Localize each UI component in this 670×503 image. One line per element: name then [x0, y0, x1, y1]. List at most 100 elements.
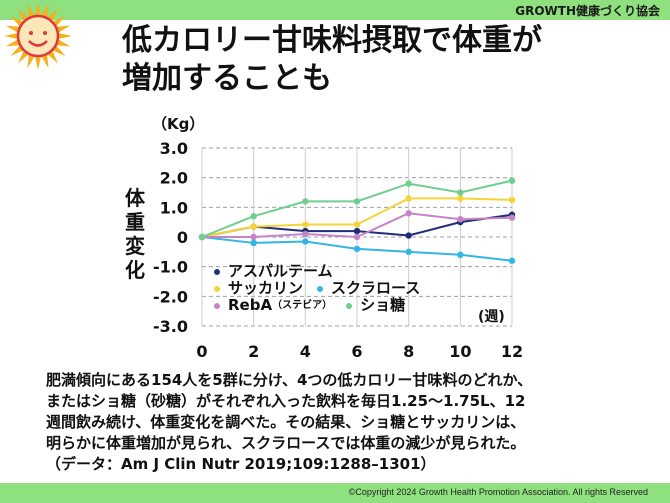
description: 肥満傾向にある154人を5群に分け、4つの低カロリー甘味料のどれか、 またはショ… — [46, 370, 656, 475]
y-axis-char: 化 — [125, 258, 145, 282]
legend-marker — [214, 285, 220, 292]
description-line: 明らかに体重増加が見られ、スクラロースでは体重の減少が見られた。 — [46, 434, 526, 452]
data-point — [250, 213, 257, 220]
data-point — [198, 233, 206, 241]
sun-ray — [41, 54, 49, 69]
data-point — [457, 216, 464, 223]
sun-ray — [47, 51, 58, 64]
copyright: ©Copyright 2024 Growth Health Promotion … — [348, 487, 648, 497]
x-tick-label: 2 — [248, 342, 259, 361]
page-title: 低カロリー甘味料摂取で体重が 増加することも — [122, 22, 642, 98]
legend-item-saccharin: サッカリン — [214, 280, 303, 297]
y-tick-label: -1.0 — [153, 258, 188, 277]
data-point — [508, 214, 516, 221]
legend-marker — [214, 268, 220, 275]
chart-legend: アスパルテーム サッカリン スクラロース RebA （ステビア） ショ糖 — [214, 263, 504, 314]
legend-row: サッカリン スクラロース — [214, 280, 504, 297]
x-tick-label: 4 — [300, 342, 311, 361]
data-point — [405, 180, 412, 187]
data-point — [405, 232, 412, 239]
data-point — [302, 238, 309, 245]
data-point — [405, 195, 412, 202]
data-point — [508, 177, 516, 184]
data-point — [250, 239, 257, 247]
sun-ray — [4, 33, 18, 39]
org-name: GROWTH健康づくり協会 — [515, 4, 660, 18]
footer-bar: ©Copyright 2024 Growth Health Promotion … — [0, 483, 670, 503]
legend-row: アスパルテーム — [214, 263, 504, 280]
header-bar: GROWTH健康づくり協会 — [0, 0, 670, 20]
legend-label: サッカリン — [228, 279, 304, 297]
data-point — [250, 233, 257, 241]
sun-ray — [10, 16, 23, 27]
sun-ray — [35, 56, 41, 70]
data-point — [302, 198, 309, 205]
sun-ray — [35, 2, 41, 16]
legend-marker — [346, 302, 353, 309]
weight-change-chart: 3.0 2.0 1.0 0 -1.0 -2.0 -3.0 0 2 4 6 8 10 12 — [153, 139, 523, 361]
sun-ray — [53, 45, 66, 56]
data-point — [508, 257, 516, 264]
y-unit-label: （Kg） — [152, 115, 205, 133]
y-axis-char: 体 — [125, 186, 145, 210]
legend-item-aspartame: アスパルテーム — [214, 263, 333, 280]
legend-item-reba: RebA （ステビア） — [214, 297, 332, 314]
legend-row: RebA （ステビア） ショ糖 — [214, 297, 504, 314]
data-point — [353, 198, 361, 205]
sun-ray — [56, 25, 71, 33]
sun-ray — [47, 8, 58, 21]
sun-ray — [27, 54, 35, 69]
sun-ray — [58, 33, 72, 39]
sun-ray — [41, 3, 49, 18]
legend-label: RebA — [228, 296, 273, 314]
data-point — [353, 227, 361, 235]
data-point — [302, 230, 309, 238]
legend-marker — [317, 285, 324, 292]
data-point — [353, 221, 361, 228]
data-point — [457, 189, 464, 196]
x-tick-label: 8 — [403, 342, 414, 361]
legend-marker — [214, 302, 220, 309]
sun-ray — [5, 25, 20, 33]
sun-ray — [18, 8, 29, 21]
description-line: 肥満傾向にある154人を5群に分け、4つの低カロリー甘味料のどれか、 — [46, 371, 533, 389]
y-axis-char: 変 — [125, 234, 145, 258]
data-point — [302, 221, 309, 228]
sun-face-icon — [4, 2, 72, 70]
y-tick-label: -2.0 — [153, 287, 188, 306]
description-line: またはショ糖（砂糖）がそれぞれ入った飲料を毎日1.25～1.75L、12 — [46, 392, 526, 410]
data-point — [457, 251, 464, 258]
data-point — [457, 195, 464, 202]
title-line-1: 低カロリー甘味料摂取で体重が — [122, 23, 542, 58]
x-tick-label: 6 — [351, 342, 362, 361]
x-tick-label: 12 — [501, 342, 523, 361]
sun-ray — [53, 16, 66, 27]
x-tick-label: 10 — [449, 342, 471, 361]
y-tick-label: 3.0 — [160, 139, 188, 158]
legend-item-sucrose: ショ糖 — [346, 297, 405, 314]
data-point — [353, 233, 361, 241]
sun-ray — [56, 39, 71, 47]
legend-item-sucralose: スクラロース — [317, 280, 420, 297]
legend-label: スクラロース — [331, 279, 421, 297]
title-line-2: 増加することも — [122, 61, 332, 96]
y-tick-label: 0 — [177, 228, 188, 247]
y-axis-char: 重 — [125, 210, 145, 234]
description-line: 週間飲み続け、体重変化を調べた。その結果、ショ糖とサッカリンは、 — [46, 413, 526, 431]
description-source: （データ：Am J Clin Nutr 2019;109:1288–1301） — [46, 455, 436, 473]
x-unit-label: (週) — [478, 309, 505, 325]
data-point — [250, 223, 257, 230]
data-point — [405, 210, 412, 217]
legend-label: ショ糖 — [360, 296, 406, 314]
data-point — [405, 248, 412, 256]
y-tick-label: 1.0 — [160, 198, 188, 217]
legend-label-note: （ステビア） — [272, 300, 333, 311]
sun-ray — [5, 39, 20, 47]
y-tick-label: -3.0 — [153, 317, 188, 336]
x-tick-label: 0 — [196, 342, 207, 361]
sun-ray — [18, 51, 29, 64]
data-point — [508, 196, 516, 204]
y-tick-label: 2.0 — [160, 169, 188, 188]
data-point — [353, 245, 361, 253]
y-axis-title: 体 重 変 化 — [122, 186, 148, 282]
